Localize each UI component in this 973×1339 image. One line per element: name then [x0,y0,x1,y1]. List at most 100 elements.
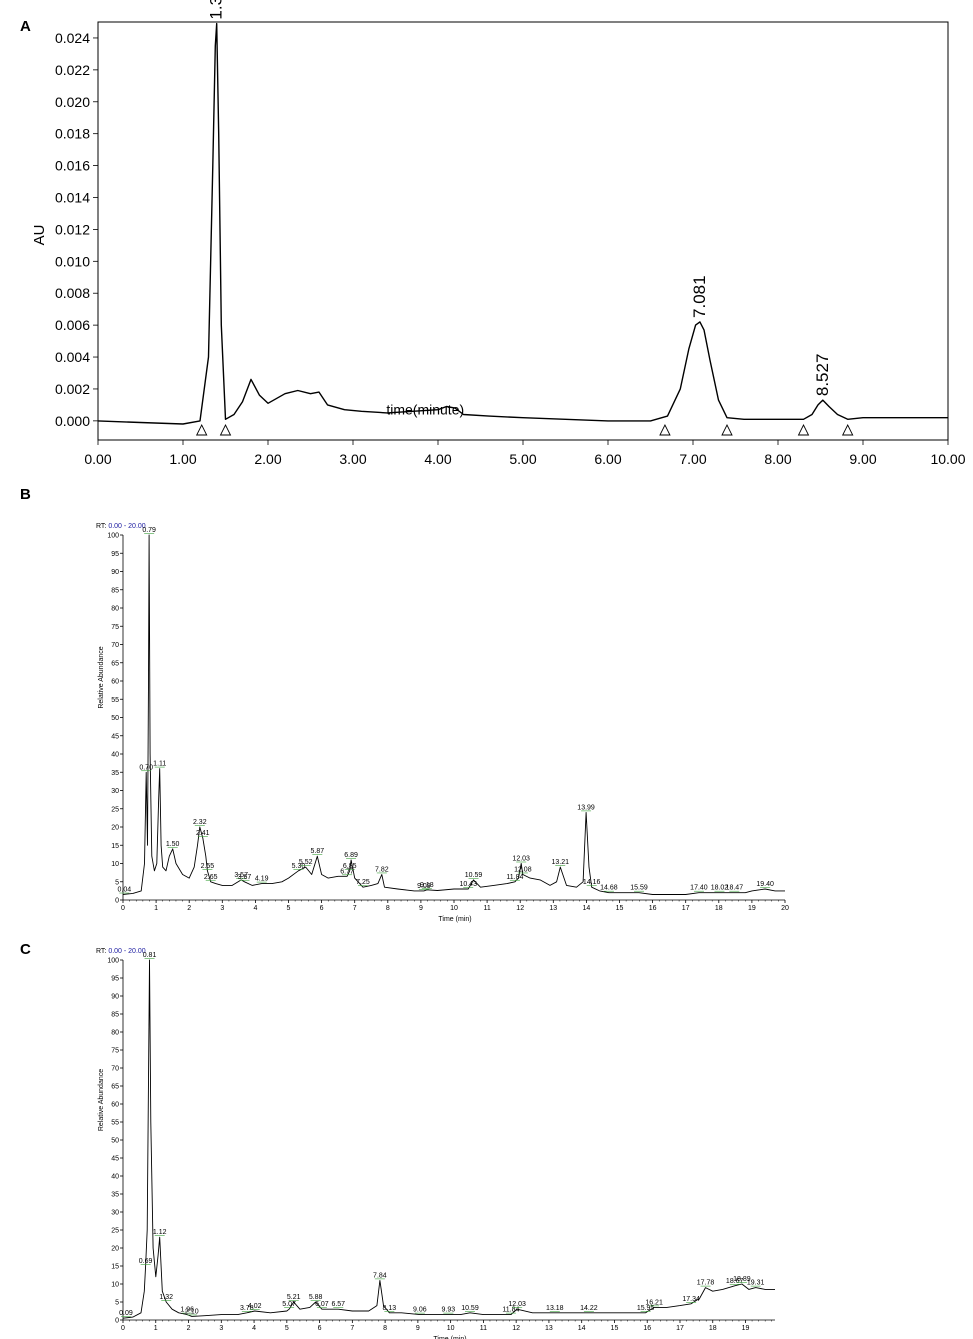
y-axis-label: AU [31,225,48,246]
peak-label: 4.19 [255,876,269,883]
peak-label: 9.06 [413,1307,427,1314]
y-tick-label: 45 [111,733,119,740]
y-tick-label: 0.022 [55,62,90,78]
x-tick-label: 0 [121,905,125,912]
x-tick-label: 8.00 [764,451,791,467]
peak-label: 8.527 [813,354,832,397]
x-tick-label: 2.00 [254,451,281,467]
peak-label: 5.87 [310,848,324,855]
y-tick-label: 10 [111,1282,119,1289]
x-tick-label: 14 [583,905,591,912]
peak-label: 18.47 [726,885,744,892]
y-tick-label: 85 [111,587,119,594]
peak-label: 6.07 [315,1301,329,1308]
x-tick-label: 2 [187,905,191,912]
x-tick-label: 3 [220,905,224,912]
y-tick-label: 50 [111,1138,119,1145]
x-tick-label: 12 [512,1325,520,1332]
x-tick-label: 19 [742,1325,750,1332]
x-tick-label: 17 [682,905,690,912]
peak-label: 3.67 [238,874,252,881]
peak-label: 18.02 [711,885,729,892]
y-tick-label: 50 [111,715,119,722]
baseline-marker [195,423,208,436]
peak-label: 2.65 [204,874,218,881]
y-tick-label: 0.000 [55,413,90,429]
peak-label: 0.09 [119,1310,133,1317]
x-tick-label: 5 [287,905,291,912]
y-tick-label: 70 [111,1066,119,1073]
x-tick-label: 9.00 [849,451,876,467]
peak-label: 9.09 [417,883,431,890]
x-tick-label: 12 [516,905,524,912]
y-tick-label: 95 [111,976,119,983]
peak-label: 18.89 [733,1276,751,1283]
peak-label: 0.04 [118,887,132,894]
y-tick-label: 0.006 [55,317,90,333]
x-tick-label: 17 [676,1325,684,1332]
y-tick-label: 40 [111,752,119,759]
rt-range-label: RT: 0.00 - 20.00 [96,523,146,530]
y-tick-label: 80 [111,606,119,613]
y-tick-label: 25 [111,806,119,813]
y-tick-label: 90 [111,994,119,1001]
peak-label: 13.18 [546,1305,564,1312]
peak-label: 14.68 [600,885,618,892]
x-tick-label: 6 [320,905,324,912]
peak-label: 1.50 [166,841,180,848]
peak-label: 7.25 [356,879,370,886]
peak-label: 5.52 [299,859,313,866]
chromatogram-trace [122,534,785,895]
panel-c-letter: C [20,941,31,958]
y-tick-label: 0 [115,898,119,905]
baseline-marker [797,423,810,436]
y-tick-label: 0.024 [55,30,90,46]
y-tick-label: 5 [115,1300,119,1307]
peak-label: 9.18 [420,882,434,889]
y-tick-label: 10 [111,861,119,868]
peak-label: 16.21 [645,1299,663,1306]
peak-label: 10.43 [459,881,477,888]
peak-label: 6.85 [343,863,357,870]
panel-a-letter: A [20,18,31,35]
peak-label: 2.10 [185,1308,199,1315]
peak-label: 12.03 [512,856,530,863]
peak-label: 3.57 [234,872,248,879]
x-tick-label: 11 [483,905,490,912]
peak-label: 5.07 [282,1301,296,1308]
peak-label: 4.02 [248,1303,262,1310]
chart-panel-b: 0 1 2 3 4 5 6 7 8 9 10 11 12 13 14 15 16 17 18 19 2005101520… [96,523,789,923]
peak-label: 11.84 [506,874,523,881]
peak-label: 1.96 [180,1307,194,1314]
y-tick-label: 25 [111,1228,119,1235]
peak-label: 2.55 [201,863,215,870]
peak-label: 13.99 [577,804,595,811]
x-tick-label: 6.00 [594,451,621,467]
x-tick-label: 6 [318,1325,322,1332]
peak-label: 19.40 [756,881,774,888]
x-tick-label: 11 [480,1325,487,1332]
y-tick-label: 35 [111,770,119,777]
peak-label: 2.32 [193,819,207,826]
y-tick-label: 20 [111,825,119,832]
x-tick-label: 1.00 [169,451,196,467]
peak-label: 9.93 [442,1307,456,1314]
peak-label: 5.21 [287,1294,301,1301]
x-tick-label: 1 [154,905,158,912]
panel-b-letter: B [20,486,31,503]
y-tick-label: 75 [111,624,119,631]
y-tick-label: 0 [115,1318,119,1325]
baseline-marker [841,423,854,436]
x-tick-label: 13 [549,905,557,912]
x-tick-label: 8 [383,1325,387,1332]
peak-label: 5.88 [309,1294,323,1301]
x-tick-label: 0 [121,1325,125,1332]
y-axis-label: Relative Abundance [98,646,105,708]
chart-panel-c: 0 1 2 3 4 5 6 7 8 9 10 11 12 13 14 15 16 17 18 190510152025… [96,948,775,1339]
x-tick-label: 0.00 [84,451,111,467]
x-tick-label: 7 [353,905,357,912]
peak-label: 6.77 [340,868,354,875]
y-tick-label: 70 [111,642,119,649]
x-tick-label: 9 [419,905,423,912]
y-tick-label: 40 [111,1174,119,1181]
